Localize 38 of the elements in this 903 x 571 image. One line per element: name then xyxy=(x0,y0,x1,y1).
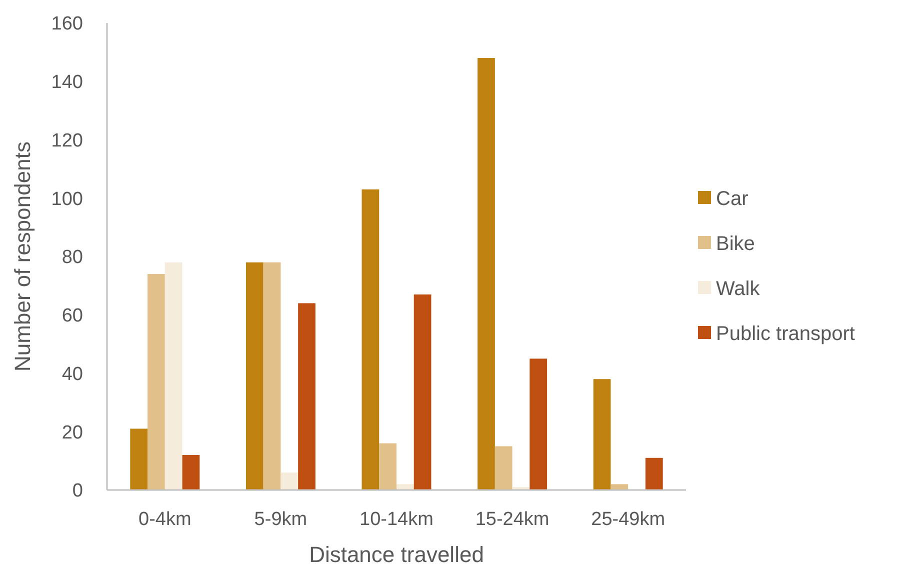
bar xyxy=(610,484,628,490)
bar xyxy=(593,379,611,490)
bar xyxy=(362,189,380,490)
y-tick-label: 20 xyxy=(62,422,83,444)
bar xyxy=(379,443,396,490)
bar xyxy=(298,303,316,490)
legend-label: Walk xyxy=(716,278,761,300)
bar xyxy=(494,446,512,490)
legend-label: Bike xyxy=(716,233,755,255)
legend-label: Public transport xyxy=(716,323,856,345)
bar xyxy=(164,262,182,490)
bar xyxy=(246,262,264,490)
x-tick-label: 0-4km xyxy=(138,509,192,530)
bar xyxy=(130,428,148,490)
y-tick-label: 100 xyxy=(51,188,83,210)
y-tick-label: 60 xyxy=(62,306,83,327)
y-tick-label: 140 xyxy=(51,72,83,94)
bar xyxy=(645,458,663,490)
bar xyxy=(530,358,548,490)
x-tick-label: 5-9km xyxy=(254,509,308,530)
y-tick-label: 40 xyxy=(62,364,83,385)
bar xyxy=(280,472,298,490)
bar xyxy=(263,262,281,490)
bar xyxy=(414,294,432,490)
legend-label: Car xyxy=(716,188,749,210)
x-tick-label: 25-49km xyxy=(591,509,666,530)
bar xyxy=(182,454,200,490)
bar xyxy=(396,484,414,490)
y-axis-title: Number of respondents xyxy=(10,142,35,372)
bar xyxy=(148,274,165,490)
y-tick-label: 80 xyxy=(62,247,83,268)
x-tick-label: 10-14km xyxy=(360,509,434,530)
bar xyxy=(478,58,495,490)
x-tick-label: 15-24km xyxy=(475,509,550,530)
x-axis-title: Distance travelled xyxy=(309,542,484,567)
y-tick-label: 120 xyxy=(51,130,83,152)
y-tick-label: 0 xyxy=(72,480,83,502)
y-tick-label: 160 xyxy=(51,14,83,35)
